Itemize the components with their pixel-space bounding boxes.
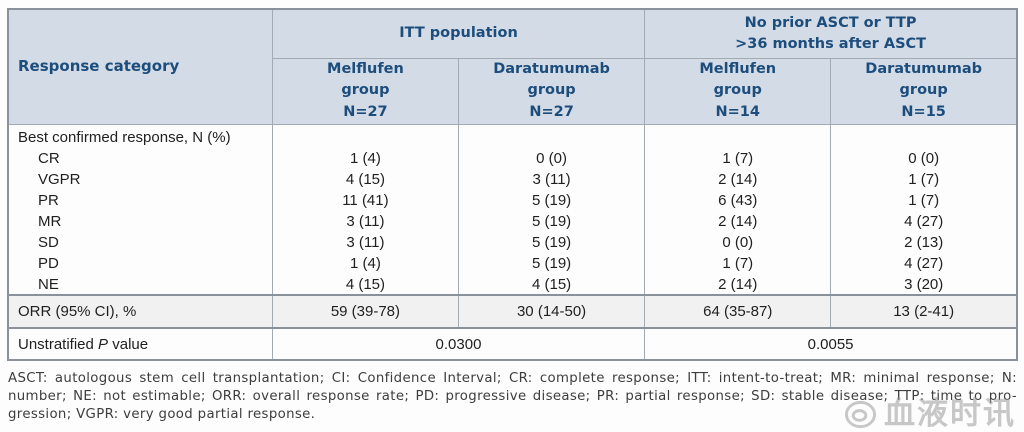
pvalue-label-prefix: Unstratified	[18, 335, 99, 353]
value-cell: 3 (11)	[457, 169, 646, 190]
value-cell: 0 (0)	[644, 232, 832, 253]
value-cell: 3 (20)	[830, 274, 1018, 295]
value-cell: 5 (19)	[457, 253, 646, 274]
value-cell: 0 (0)	[830, 148, 1018, 169]
value-cell: 64 (35-87)	[644, 294, 832, 329]
row-label: PD	[7, 253, 273, 274]
table-row-vgpr: VGPR 4 (15) 3 (11) 2 (14) 1 (7)	[7, 169, 1018, 190]
table-row-orr: ORR (95% CI), % 59 (39-78) 30 (14-50) 64…	[7, 294, 1018, 329]
footnote-line: number; NE: not estimable; ORR: overall …	[8, 389, 1017, 404]
corner-header-response-category: Response category	[7, 8, 273, 125]
value-cell: 2 (14)	[644, 169, 832, 190]
pvalue-subgroup-cell: 0.0055	[644, 328, 1018, 360]
group-header-row: Response category ITT population No prio…	[7, 8, 1018, 125]
orr-label: ORR (95% CI), %	[7, 294, 273, 329]
value-cell: 4 (15)	[457, 274, 646, 295]
row-label: MR	[7, 211, 273, 232]
column-header-daratumumab-itt: Daratumumab group N=27	[457, 57, 646, 125]
value-cell: 4 (27)	[830, 253, 1018, 274]
abbreviations-footnote: ASCT: autologous stem cell transplantati…	[8, 370, 1017, 424]
value-cell: 4 (15)	[271, 274, 460, 295]
value-cell: 1 (7)	[644, 148, 832, 169]
pvalue-label: Unstratified P value	[7, 328, 273, 360]
pvalue-label-p-italic: P	[98, 335, 109, 353]
column-header-row: Melflufen group N=27 Daratumumab group N…	[8, 57, 1018, 125]
empty-cell	[271, 124, 460, 148]
table-row-ne: NE 4 (15) 4 (15) 2 (14) 3 (20)	[7, 274, 1018, 295]
value-cell: 59 (39-78)	[271, 294, 460, 329]
value-cell: 6 (43)	[644, 190, 832, 211]
value-cell: 1 (7)	[830, 169, 1018, 190]
pvalue-label-suffix: value	[108, 335, 149, 353]
response-results-table: Response category ITT population No prio…	[7, 8, 1018, 361]
value-cell: 0 (0)	[457, 148, 646, 169]
value-cell: 5 (19)	[457, 190, 646, 211]
value-cell: 5 (19)	[457, 211, 646, 232]
value-cell: 3 (11)	[271, 211, 460, 232]
pvalue-itt-cell: 0.0300	[271, 328, 646, 360]
table-row-pvalue: Unstratified P value 0.0300 0.0055	[7, 328, 1018, 360]
empty-cell	[830, 124, 1018, 148]
row-label: VGPR	[7, 169, 273, 190]
column-header-daratumumab-subgroup: Daratumumab group N=15	[830, 57, 1018, 125]
section-label: Best confirmed response, N (%)	[7, 124, 273, 148]
footnote-line: gression; VGPR: very good partial respon…	[8, 407, 316, 422]
section-row-best-confirmed-response: Best confirmed response, N (%)	[7, 124, 1018, 148]
value-cell: 4 (15)	[271, 169, 460, 190]
value-cell: 1 (4)	[271, 253, 460, 274]
group-header-no-prior-asct: No prior ASCT or TTP >36 months after AS…	[644, 8, 1018, 59]
row-label: SD	[7, 232, 273, 253]
table-row-mr: MR 3 (11) 5 (19) 2 (14) 4 (27)	[7, 211, 1018, 232]
value-cell: 30 (14-50)	[457, 294, 646, 329]
row-label: CR	[7, 148, 273, 169]
table-row-cr: CR 1 (4) 0 (0) 1 (7) 0 (0)	[7, 148, 1018, 169]
group-header-itt-population: ITT population	[271, 8, 646, 59]
footnote-line: ASCT: autologous stem cell transplantati…	[8, 371, 1017, 386]
value-cell: 3 (11)	[271, 232, 460, 253]
empty-cell	[457, 124, 646, 148]
value-cell: 4 (27)	[830, 211, 1018, 232]
value-cell: 11 (41)	[271, 190, 460, 211]
column-header-melflufen-subgroup: Melflufen group N=14	[644, 57, 832, 125]
row-label: NE	[7, 274, 273, 295]
value-cell: 1 (4)	[271, 148, 460, 169]
value-cell: 2 (13)	[830, 232, 1018, 253]
value-cell: 1 (7)	[644, 253, 832, 274]
value-cell: 5 (19)	[457, 232, 646, 253]
value-cell: 13 (2-41)	[830, 294, 1018, 329]
value-cell: 1 (7)	[830, 190, 1018, 211]
column-header-melflufen-itt: Melflufen group N=27	[271, 57, 460, 125]
table-row-pd: PD 1 (4) 5 (19) 1 (7) 4 (27)	[7, 253, 1018, 274]
table-row-sd: SD 3 (11) 5 (19) 0 (0) 2 (13)	[7, 232, 1018, 253]
table-row-pr: PR 11 (41) 5 (19) 6 (43) 1 (7)	[7, 190, 1018, 211]
value-cell: 2 (14)	[644, 274, 832, 295]
row-label: PR	[7, 190, 273, 211]
value-cell: 2 (14)	[644, 211, 832, 232]
empty-cell	[644, 124, 832, 148]
